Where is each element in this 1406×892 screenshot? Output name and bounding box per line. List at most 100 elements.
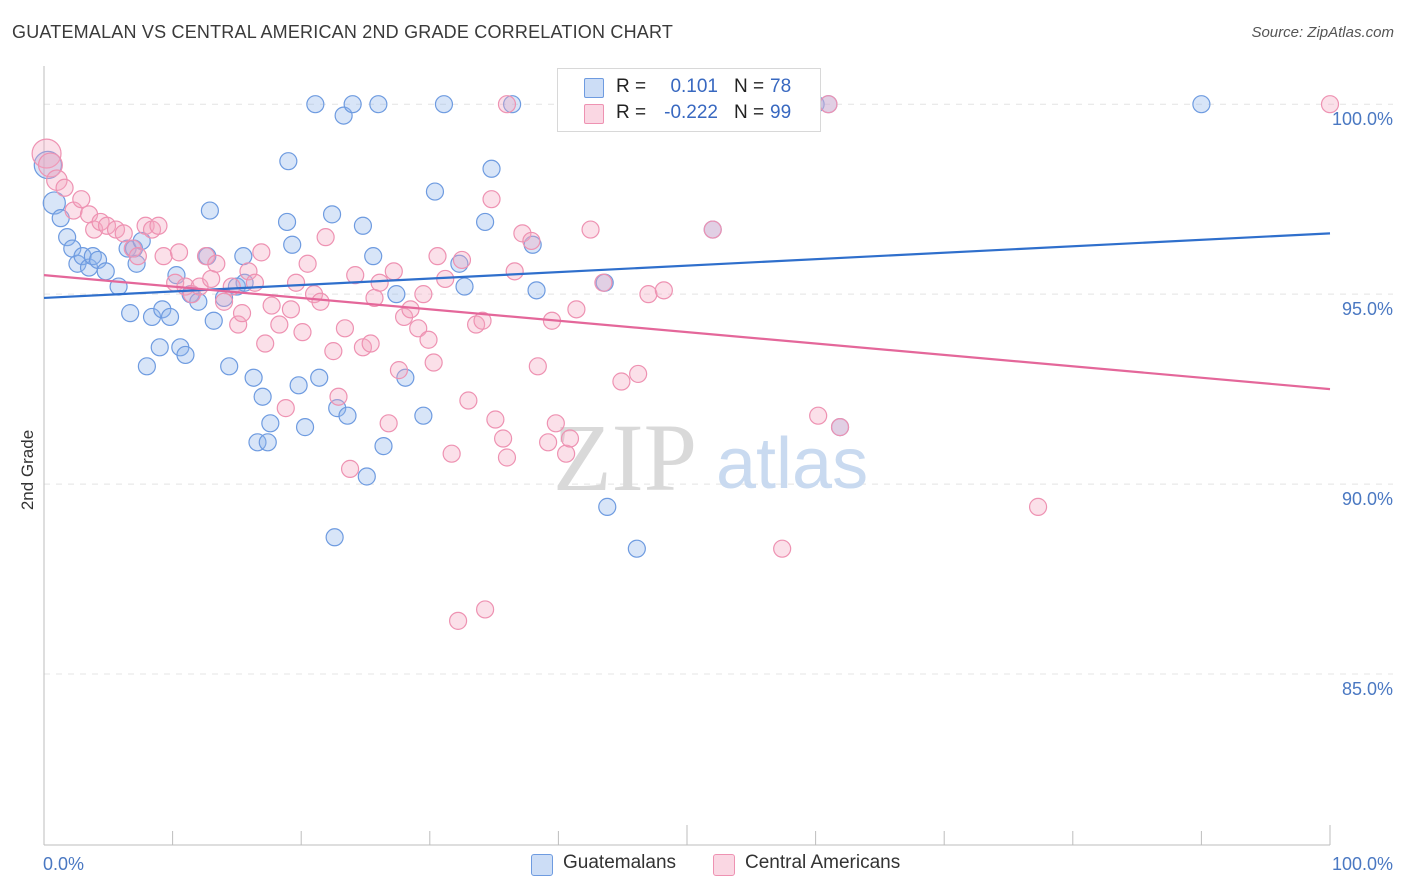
guatemalans-point <box>414 406 433 425</box>
central-americans-point <box>270 315 289 334</box>
central-americans-point <box>202 269 221 289</box>
guatemalans-point <box>364 247 383 266</box>
legend-n-value: 99 <box>770 102 792 123</box>
central-americans-point <box>239 262 258 281</box>
y-tick-labels: 85.0% 90.0% 95.0% 100.0% <box>1332 109 1393 699</box>
guatemalans-point <box>475 212 495 232</box>
central-americans-point <box>475 600 495 619</box>
guatemalans-point <box>353 216 373 235</box>
central-americans-point <box>830 418 850 437</box>
central-americans-point <box>286 273 306 292</box>
guatemalans-point <box>118 239 137 258</box>
guatemalans-point <box>425 182 445 201</box>
central-americans-point <box>72 190 91 209</box>
guatemalans-point <box>283 235 302 254</box>
guatemalans-point <box>189 292 208 311</box>
central-americans-point <box>424 353 443 372</box>
bottom-legend-swatch-pink <box>713 854 735 876</box>
central-americans-point <box>55 178 74 197</box>
y-tick-label: 85.0% <box>1342 679 1393 699</box>
central-americans-point <box>482 190 501 209</box>
x-tick-label-max: 100.0% <box>1332 854 1393 874</box>
guatemalans-point <box>96 262 115 281</box>
central-americans-point <box>428 247 447 266</box>
guatemalans-point <box>160 307 180 327</box>
guatemalans-point <box>258 433 277 452</box>
central-americans-point <box>581 220 600 239</box>
central-americans-point <box>329 387 348 406</box>
central-americans-point <box>497 95 517 114</box>
guatemalans-point <box>455 277 474 296</box>
central-americans-point <box>539 433 558 452</box>
central-americans-point <box>505 262 524 281</box>
central-americans-point <box>612 372 631 391</box>
guatemalans-point <box>42 191 66 215</box>
legend-r-value: 0.101 <box>670 76 718 97</box>
y-tick-label: 100.0% <box>1332 109 1393 129</box>
central-americans-point <box>389 361 409 380</box>
guatemalans-point <box>127 254 146 273</box>
guatemalans-point <box>387 285 406 304</box>
y-tick-label: 95.0% <box>1342 299 1393 319</box>
guatemalans-point <box>277 212 297 232</box>
central-americans-point <box>97 216 117 235</box>
guatemalans-point <box>142 307 162 327</box>
central-americans-point <box>1028 497 1048 516</box>
central-americans-point <box>384 262 403 281</box>
legend-n-value: 78 <box>770 76 792 97</box>
guatemalans-point <box>150 338 169 357</box>
guatemalans-trend-line <box>43 232 1331 300</box>
guatemalans-point <box>1192 95 1211 114</box>
central-americans-point <box>594 273 613 292</box>
central-americans-point <box>232 304 252 323</box>
y-tick-label: 90.0% <box>1342 489 1393 509</box>
central-americans-point <box>654 281 673 300</box>
central-americans-point <box>473 311 492 330</box>
guatemalans-point <box>434 95 454 114</box>
central-americans-point <box>149 216 168 235</box>
legend-r-value: -0.222 <box>664 102 718 123</box>
central-americans-point <box>276 399 295 418</box>
guatemalans-point <box>176 345 195 365</box>
central-americans-point <box>629 364 648 384</box>
guatemalans-point <box>527 281 546 300</box>
central-americans-point <box>486 410 505 429</box>
bottom-legend-label: Guatemalans <box>563 852 677 873</box>
legend-r-label: R = <box>616 102 647 123</box>
guatemalans-point <box>322 205 342 224</box>
bottom-legend-swatch-blue <box>531 854 553 876</box>
central-americans-point <box>229 315 248 334</box>
watermark-atlas: atlas <box>716 424 868 504</box>
central-americans-point <box>298 254 317 273</box>
legend-n-label: N = <box>734 76 765 97</box>
guatemalans-point <box>204 311 223 330</box>
central-americans-points <box>31 95 1340 630</box>
guatemalans-point <box>244 368 263 387</box>
central-americans-point <box>819 95 838 114</box>
legend-n-label: N = <box>734 102 765 123</box>
guatemalans-point <box>248 433 267 452</box>
central-americans-point <box>214 292 234 311</box>
guatemalans-point <box>482 159 501 178</box>
trend-lines <box>43 232 1331 391</box>
guatemalans-point <box>310 368 329 387</box>
guatemalans-point <box>503 95 522 114</box>
x-tick-label-min: 0.0% <box>43 854 84 874</box>
central-americans-point <box>452 250 472 270</box>
central-americans-point <box>1320 95 1340 114</box>
guatemalans-point <box>279 152 298 171</box>
guatemalans-point <box>121 304 140 323</box>
central-americans-point <box>394 307 414 327</box>
central-americans-point <box>546 414 565 433</box>
central-americans-point <box>340 459 360 478</box>
central-americans-point <box>311 292 330 311</box>
central-americans-point <box>379 414 398 433</box>
guatemalans-point <box>261 414 280 433</box>
central-americans-point <box>128 247 147 266</box>
guatemalans-point <box>153 300 172 319</box>
central-americans-point <box>169 243 189 262</box>
central-americans-point <box>448 611 468 630</box>
correlation-legend: R = 0.101 N = 78 R = -0.222 N = 99 <box>557 68 821 132</box>
central-americans-point <box>196 247 216 266</box>
source-credit: Source: ZipAtlas.com <box>1251 24 1394 41</box>
